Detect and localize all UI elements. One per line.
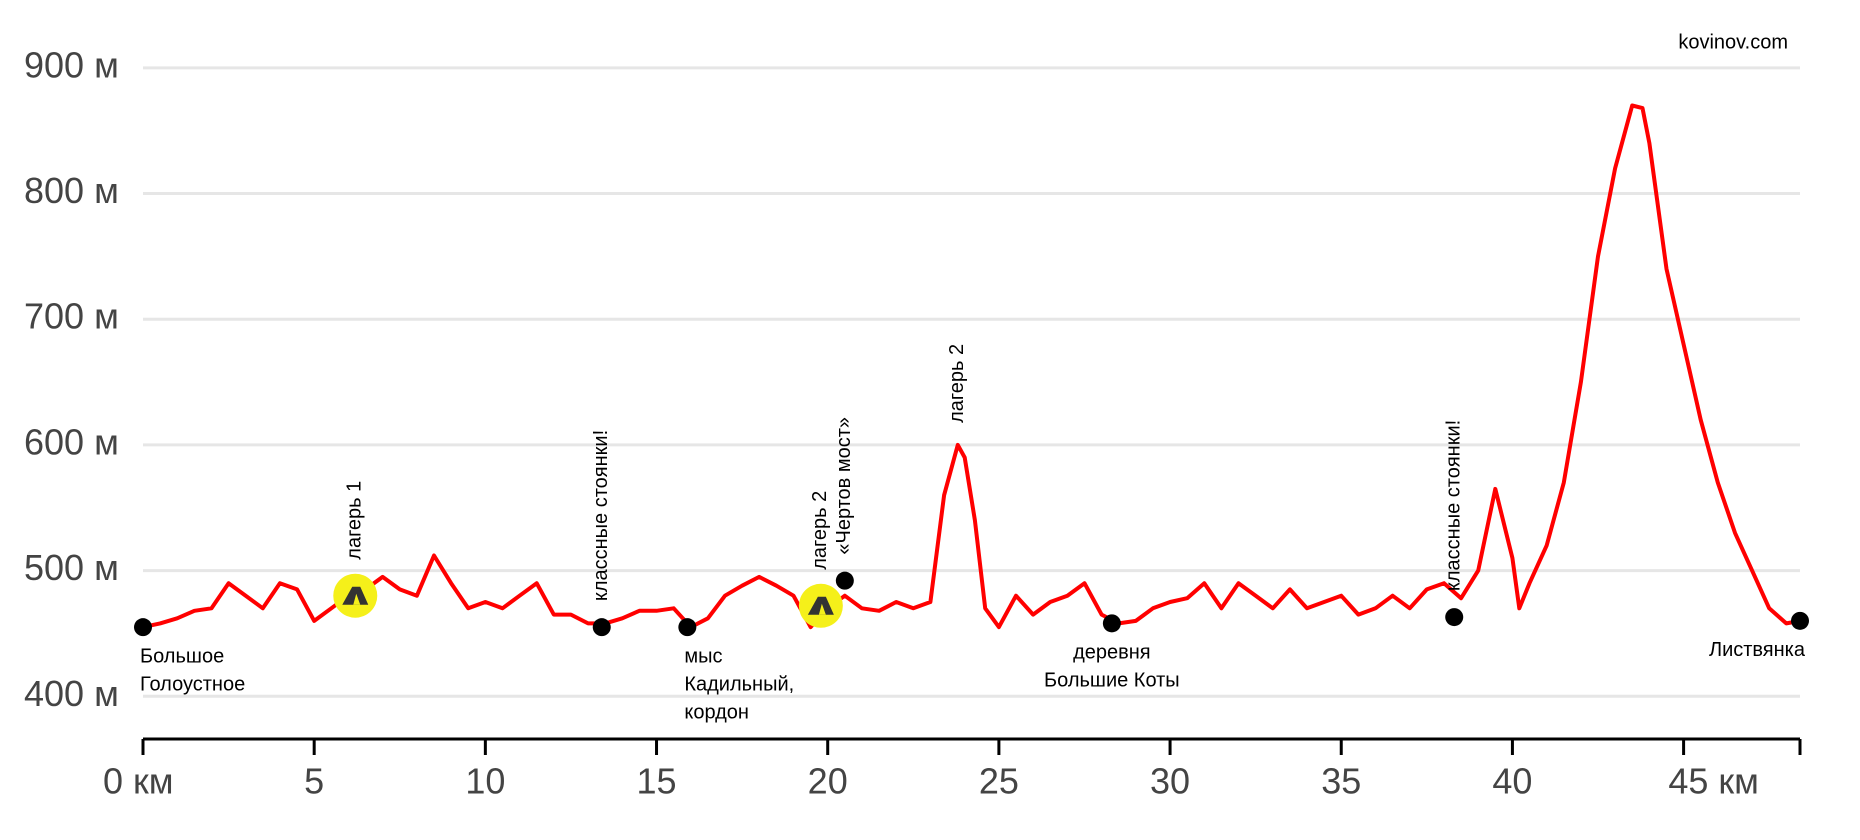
x-tick-label: 15: [637, 761, 677, 802]
tent-door: [353, 593, 361, 605]
waypoint-label: деревня: [1073, 642, 1151, 664]
waypoint-label: кордон: [684, 701, 749, 723]
waypoint: [592, 618, 611, 637]
y-tick-label: 400 м: [24, 673, 119, 714]
x-tick-label: 20: [808, 761, 848, 802]
waypoint-label: Большое: [140, 645, 224, 667]
waypoint-label: Голоустное: [140, 673, 245, 695]
source: kovinov.com: [1678, 31, 1788, 53]
x-tick-label: 45 км: [1668, 761, 1759, 802]
tent-door: [818, 603, 826, 615]
waypoint-label: лагерь 2: [946, 344, 968, 423]
x-tick-label: 35: [1321, 761, 1361, 802]
waypoint-label: Большие Коты: [1044, 670, 1180, 692]
elevation-line: [142, 103, 1801, 630]
waypoint-label: Кадильный,: [684, 673, 794, 695]
tent-icon: [342, 586, 369, 605]
tent-icon: [807, 596, 834, 615]
x-tick-label: 30: [1150, 761, 1190, 802]
y-tick-label: 800 м: [24, 170, 119, 211]
waypoint-label: лагерь 2: [809, 491, 831, 570]
waypoint: [1445, 608, 1464, 627]
waypoint-label: «Чертов мост»: [833, 417, 855, 555]
waypoint-label: классные стоянки!: [1443, 420, 1465, 591]
waypoint: [678, 618, 697, 637]
waypoint-label: классные стоянки!: [590, 430, 612, 601]
x-tick-label: 5: [304, 761, 324, 802]
waypoint: [1102, 614, 1121, 633]
y-tick-label: 500 м: [24, 547, 119, 588]
y-tick-label: 900 м: [24, 44, 119, 85]
waypoint: [1791, 611, 1809, 630]
y-tick-label: 700 м: [24, 296, 119, 337]
waypoint-label: мыс: [684, 645, 722, 667]
waypoint-label: Листвянка: [1709, 639, 1806, 661]
x-tick-label: 0 км: [103, 761, 174, 802]
waypoint-label: лагерь 1: [344, 481, 366, 560]
x-tick-label: 40: [1492, 761, 1532, 802]
x-tick-label: 10: [465, 761, 505, 802]
y-tick-label: 600 м: [24, 421, 119, 462]
x-tick-label: 25: [979, 761, 1019, 802]
waypoint: [134, 618, 152, 637]
waypoint: [835, 571, 854, 590]
